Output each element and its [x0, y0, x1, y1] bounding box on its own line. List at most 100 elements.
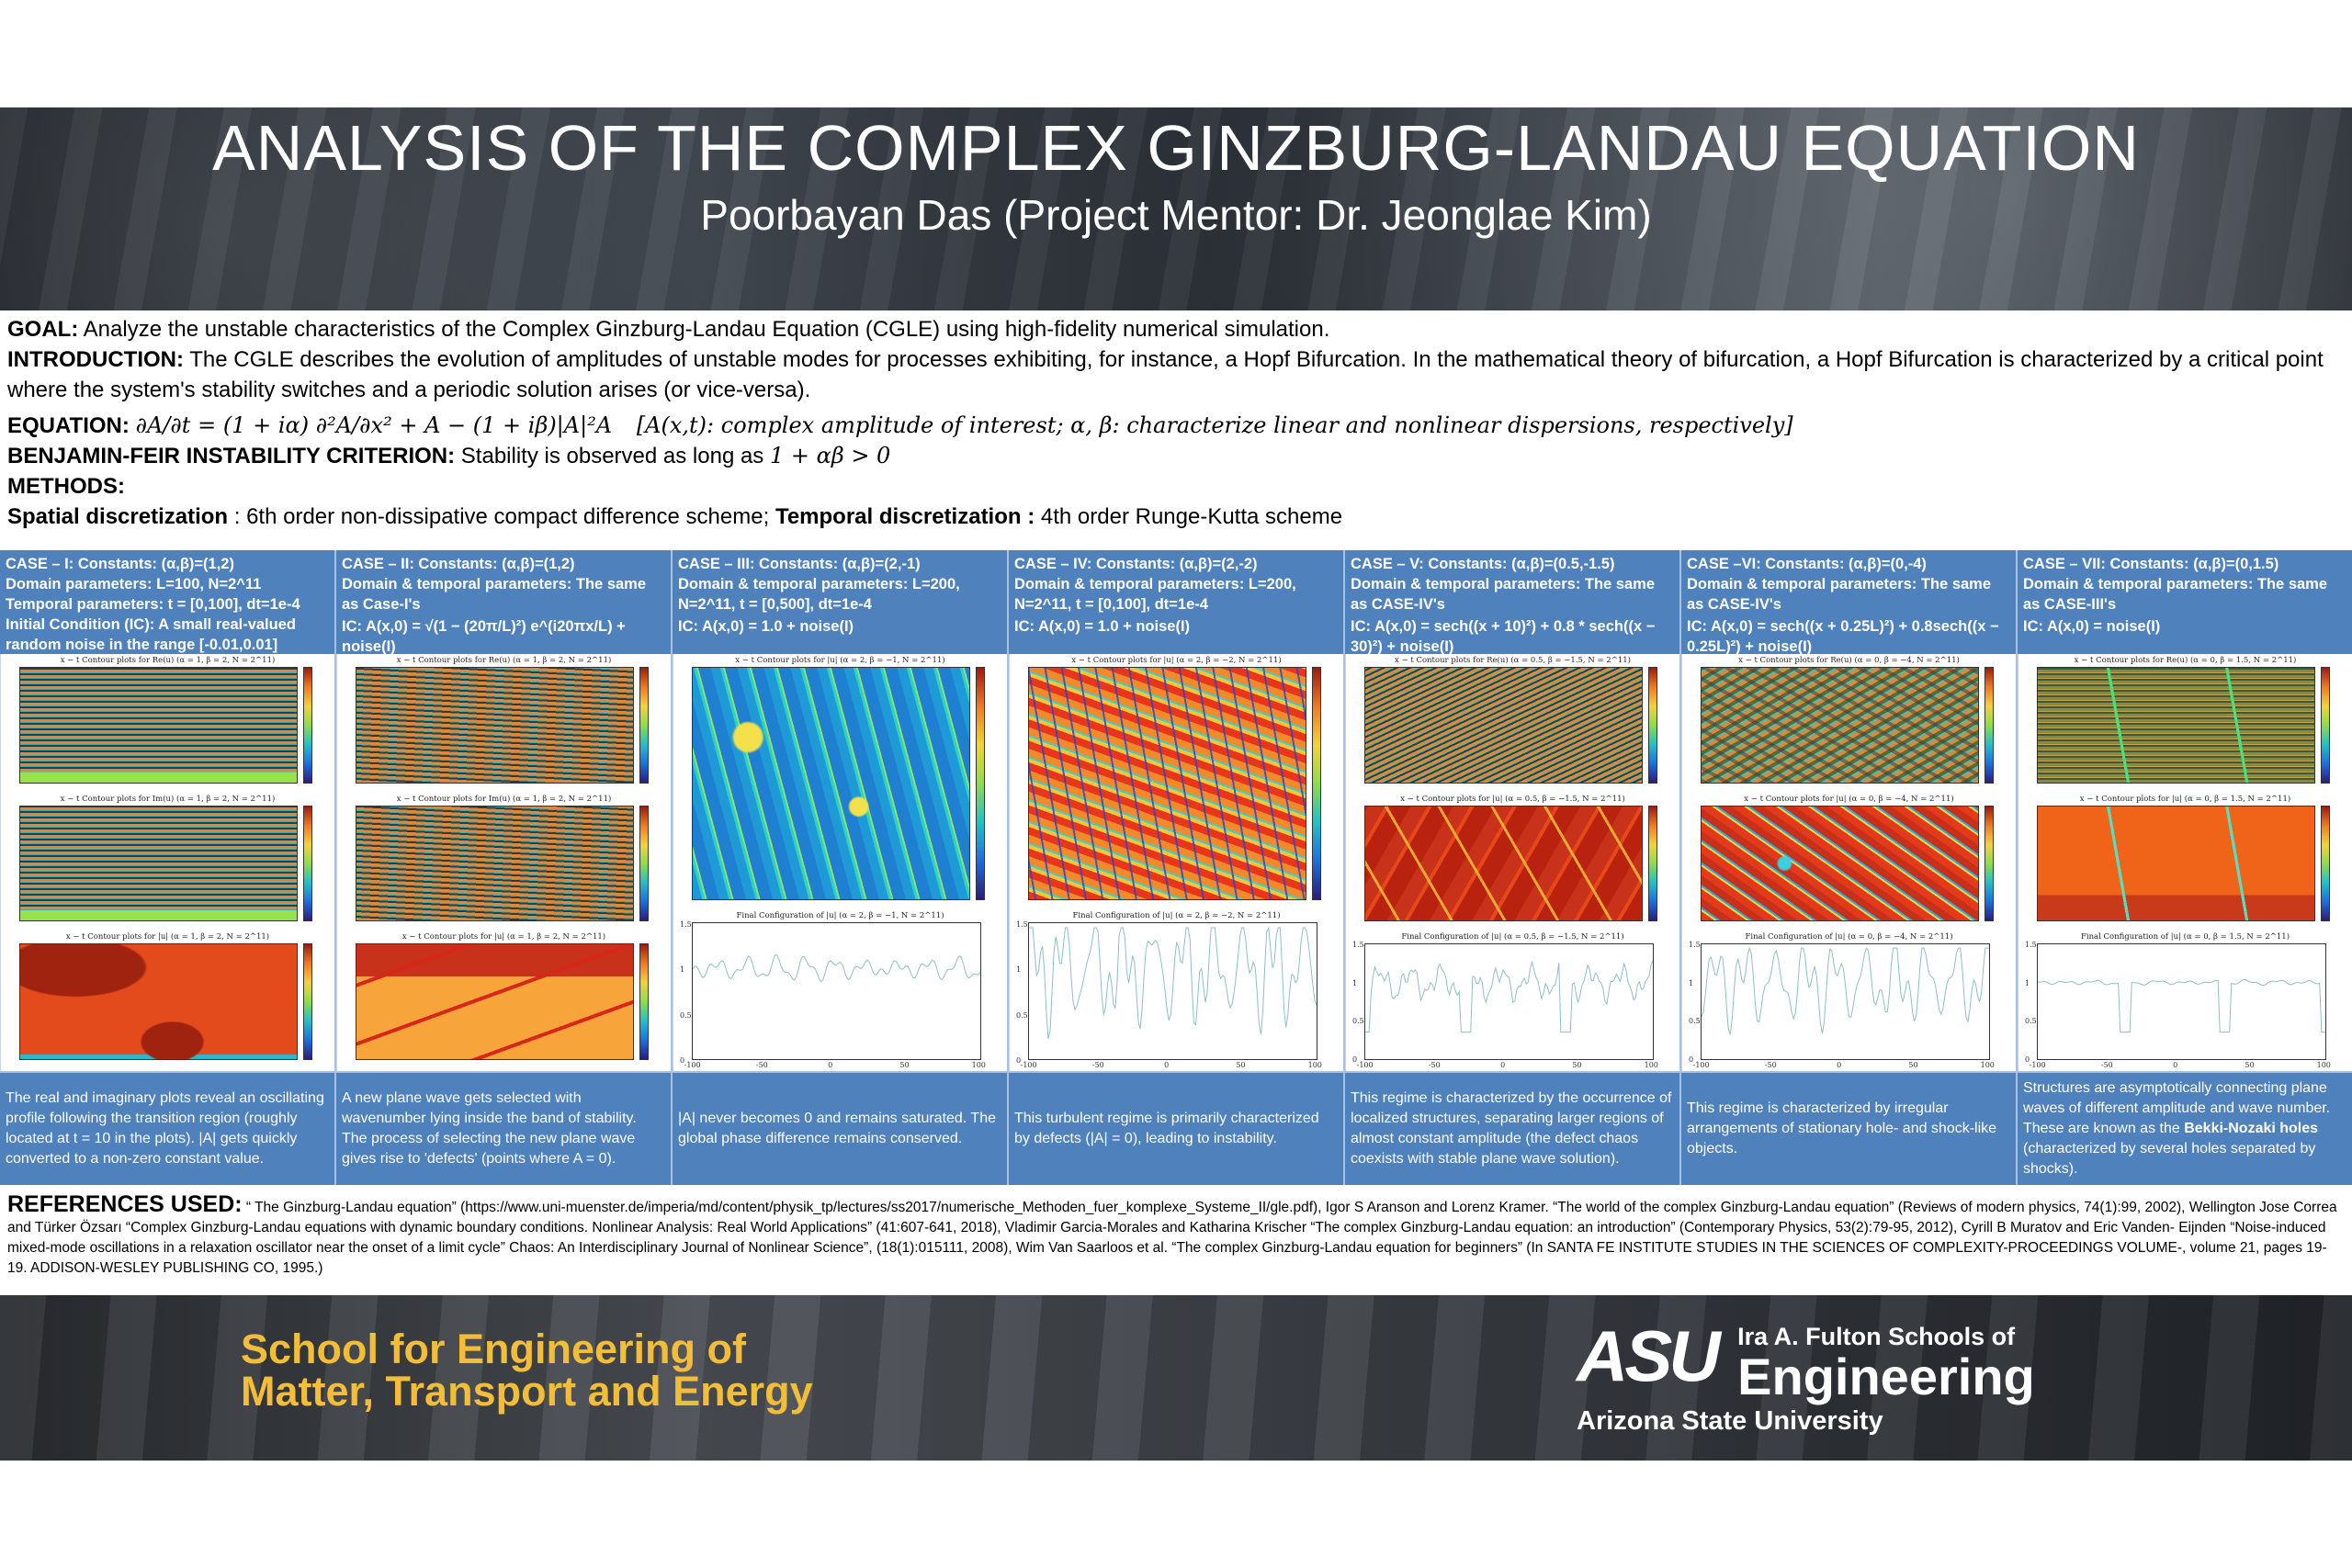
y-tick-label: 1.5: [1352, 941, 1364, 950]
case-column: CASE –VI: Constants: (α,β)=(0,-4) Domain …: [1681, 550, 2018, 1185]
engineering-label: Engineering: [1737, 1348, 2035, 1405]
x-tick-label: 50: [1908, 1061, 1918, 1070]
plot-body: [677, 667, 1003, 909]
plot-title: x − t Contour plots for Im(u) (α = 1, β …: [396, 794, 612, 804]
plot-body: [2022, 805, 2348, 931]
cgle-equation: ∂A/∂t = (1 + iα) ∂²A/∂x² + A − (1 + iβ)|…: [135, 412, 613, 438]
line-plot-svg: [693, 923, 980, 1059]
line-plot-svg: [1365, 944, 1653, 1059]
plot-title: x − t Contour plots for Re(u) (α = 0, β …: [1738, 656, 1960, 665]
description-text: This regime is characterized by irregula…: [1687, 1100, 1997, 1156]
asu-logo-block: ASU Ira A. Fulton Schools of Engineering …: [1577, 1315, 2035, 1437]
cases-grid: CASE – I: Constants: (α,β)=(1,2) Domain p…: [0, 550, 2352, 1185]
contour-area: [1701, 667, 1979, 784]
x-tick-label: 0: [1500, 1061, 1506, 1070]
plot-title: x − t Contour plots for |u| (α = 2, β = …: [735, 656, 945, 665]
benjamin-feir-line: BENJAMIN-FEIR INSTABILITY CRITERION: Sta…: [7, 441, 2345, 471]
case-description: This turbulent regime is primarily chara…: [1009, 1071, 1343, 1185]
references-label: REFERENCES USED:: [7, 1191, 243, 1217]
y-tick-label: 1: [1689, 978, 1694, 987]
school-line-2: Matter, Transport and Energy: [241, 1368, 813, 1415]
line-plot-area: 0 0.5 1 1.5 -100 -50 0 50 100: [1016, 920, 1322, 1069]
contour-plot: x − t Contour plots for Re(u) (α = 0, β …: [2022, 656, 2348, 793]
y-tick-label: 1: [2025, 978, 2030, 987]
plot-body: [1350, 805, 1676, 931]
case-header: CASE – I: Constants: (α,β)=(1,2) Domain p…: [0, 550, 334, 654]
y-tick-label: 0.5: [680, 1010, 692, 1020]
contour-plot: x − t Contour plots for Re(u) (α = 1, β …: [5, 656, 331, 793]
case-plots: x − t Contour plots for Re(u) (α = 0.5, …: [1345, 654, 1679, 1071]
contour-area: [19, 805, 298, 922]
plot-body: [341, 943, 667, 1069]
contour-plot: x − t Contour plots for |u| (α = 2, β = …: [1013, 656, 1340, 909]
x-tick-label: -50: [2100, 1061, 2113, 1070]
contour-plot: x − t Contour plots for Im(u) (α = 1, β …: [5, 795, 331, 931]
initial-condition: IC: A(x,0) = √(1 − (20π/L)²) e^(i20πx/L)…: [342, 618, 626, 655]
contour-plot: x − t Contour plots for |u| (α = 0, β = …: [1686, 795, 2012, 931]
x-tick-label: -50: [1764, 1061, 1777, 1070]
amplitude-line: [1702, 948, 1989, 1034]
case-header-line: CASE – V: Constants: (α,β)=(0.5,-1.5): [1351, 556, 1615, 572]
description-text: A new plane wave gets selected with wave…: [342, 1090, 637, 1167]
line-plot-area: 0 0.5 1 1.5 -100 -50 0 50 100: [2025, 941, 2331, 1069]
case-header-line: CASE – III: Constants: (α,β)=(2,-1): [678, 556, 921, 572]
plot-title: Final Configuration of |u| (α = 0, β = −…: [1745, 932, 1953, 942]
amplitude-line: [2038, 980, 2325, 1032]
x-tick-label: 50: [2245, 1061, 2255, 1070]
case-description: This regime is characterized by irregula…: [1681, 1071, 2016, 1185]
case-description: |A| never becomes 0 and remains saturate…: [673, 1071, 1007, 1185]
plot-body: [1013, 667, 1340, 909]
contour-plot: x − t Contour plots for Im(u) (α = 1, β …: [341, 795, 667, 931]
line-plot-svg: [1029, 923, 1317, 1059]
case-header: CASE – III: Constants: (α,β)=(2,-1) Domai…: [673, 550, 1007, 654]
x-tick-label: 50: [1572, 1061, 1582, 1070]
y-tick-label: 1: [1352, 978, 1358, 987]
case-header: CASE – V: Constants: (α,β)=(0.5,-1.5) Dom…: [1345, 550, 1679, 655]
case-description: A new plane wave gets selected with wave…: [336, 1071, 671, 1185]
asu-logo: ASU: [1577, 1315, 1721, 1396]
contour-area: [1701, 805, 1979, 922]
x-tick-label: 100: [2316, 1061, 2331, 1070]
plot-title: Final Configuration of |u| (α = 2, β = −…: [736, 910, 944, 920]
case-header-line: Temporal parameters: t = [0,100], dt=1e-…: [6, 596, 300, 613]
description-text: The real and imaginary plots reveal an o…: [6, 1090, 324, 1167]
amplitude-line: [1029, 928, 1317, 1039]
introduction-text: The CGLE describes the evolution of ampl…: [7, 347, 2324, 402]
description-text: This regime is characterized by the occu…: [1351, 1090, 1672, 1167]
y-tick-label: 1.5: [2025, 941, 2037, 950]
bekki-nozaki-term: Bekki-Nozaki holes: [2184, 1121, 2319, 1136]
final-configuration-plot: Final Configuration of |u| (α = 2, β = −…: [677, 911, 1003, 1069]
plot-title: x − t Contour plots for |u| (α = 0, β = …: [2079, 794, 2291, 804]
goal-text: Analyze the unstable characteristics of …: [78, 317, 1330, 342]
case-header-line: CASE – I: Constants: (α,β)=(1,2): [6, 556, 234, 572]
plot-body: [5, 667, 331, 793]
case-plots: x − t Contour plots for Re(u) (α = 1, β …: [336, 654, 671, 1071]
case-header-line: CASE – II: Constants: (α,β)=(1,2): [342, 556, 575, 572]
plot-title: x − t Contour plots for Re(u) (α = 1, β …: [60, 656, 276, 665]
description-text: |A| never becomes 0 and remains saturate…: [678, 1111, 996, 1146]
colorbar: [639, 667, 649, 784]
plot-title: x − t Contour plots for Im(u) (α = 1, β …: [60, 794, 276, 804]
y-tick-label: 0.5: [1689, 1017, 1701, 1026]
contour-plot: x − t Contour plots for |u| (α = 0, β = …: [2022, 795, 2348, 931]
colorbar: [303, 667, 312, 784]
x-tick-label: 0: [1164, 1061, 1170, 1069]
plot-body: 0 0.5 1 1.5 -100 -50 0 50 100: [2022, 941, 2331, 1069]
spatial-text: : 6th order non-dissipative compact diff…: [228, 504, 775, 529]
colorbar: [976, 667, 985, 900]
colorbar: [2321, 805, 2330, 922]
x-tick-label: -100: [1020, 1061, 1037, 1069]
school-name: School for Engineering of Matter, Transpo…: [241, 1328, 813, 1413]
plot-body: 0 0.5 1 1.5 -100 -50 0 50 100: [677, 920, 986, 1069]
university-name: Arizona State University: [1577, 1406, 1883, 1436]
line-plot-svg: [2038, 944, 2325, 1059]
contour-plot: x − t Contour plots for Re(u) (α = 1, β …: [341, 656, 667, 793]
poster-author: Poorbayan Das (Project Mentor: Dr. Jeong…: [700, 191, 1652, 239]
school-line-1: School for Engineering of: [241, 1325, 746, 1372]
y-tick-label: 0.5: [2025, 1017, 2037, 1026]
plot-title: x − t Contour plots for |u| (α = 1, β = …: [401, 932, 606, 942]
plot-title: x − t Contour plots for Re(u) (α = 0.5, …: [1395, 656, 1631, 665]
plot-body: 0 0.5 1 1.5 -100 -50 0 50 100: [1350, 941, 1658, 1070]
x-tick-label: -50: [755, 1061, 768, 1069]
case-description: Structures are asymptotically connecting…: [2018, 1071, 2352, 1185]
